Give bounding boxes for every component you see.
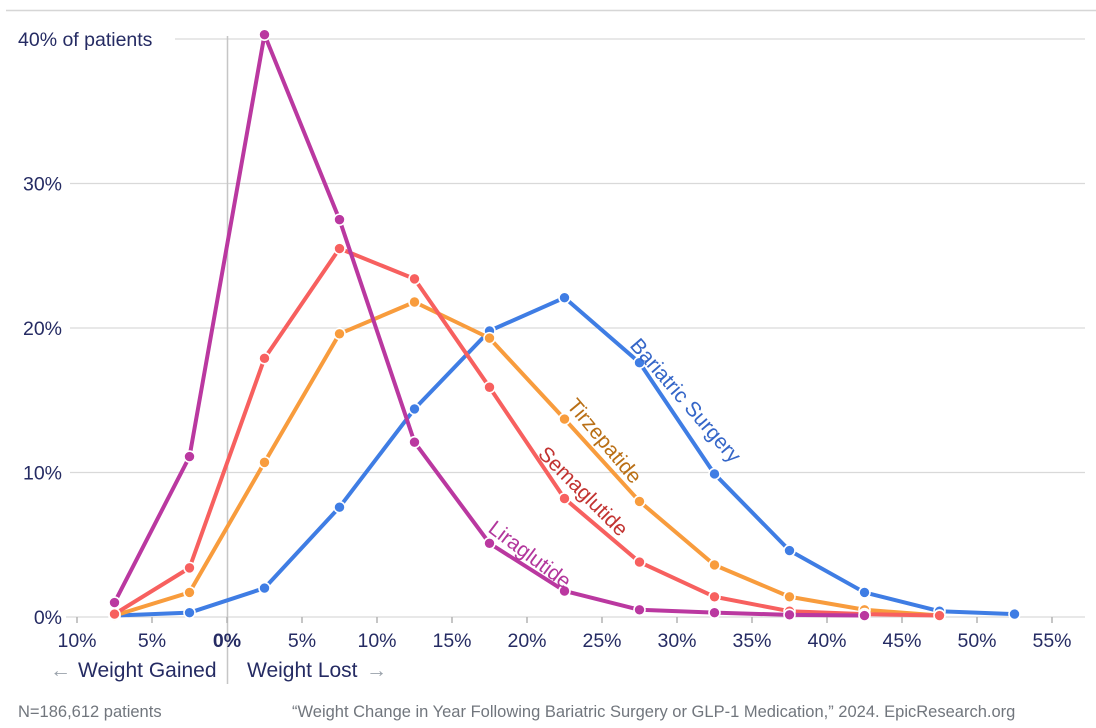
data-point-semaglutide — [183, 561, 196, 575]
data-point-semaglutide — [333, 242, 346, 255]
data-point-bariatric-surgery — [333, 500, 346, 514]
data-point-tirzepatide — [633, 495, 646, 508]
x-tick-label: 35% — [732, 630, 771, 652]
data-point-liraglutide — [183, 450, 196, 463]
x-tick-label: 5% — [138, 630, 166, 652]
data-point-liraglutide — [108, 596, 121, 609]
data-point-semaglutide — [108, 607, 121, 621]
data-point-liraglutide — [558, 584, 571, 598]
y-tick-label-0: 0% — [34, 607, 62, 629]
series-label-bariatric-surgery: Bariatric Surgery — [625, 334, 745, 467]
x-tick-label: 5% — [288, 630, 316, 652]
data-point-liraglutide — [633, 603, 646, 617]
weight-gained-label: Weight Gained — [78, 659, 217, 682]
data-point-liraglutide — [708, 606, 721, 619]
data-point-tirzepatide — [783, 590, 796, 604]
series-label-liraglutide: Liraglutide — [484, 517, 575, 594]
x-tick-label: 0% — [213, 630, 241, 652]
x-tick-label: 45% — [882, 630, 921, 652]
data-point-tirzepatide — [483, 331, 496, 345]
x-tick-label: 40% — [807, 630, 846, 652]
data-point-liraglutide — [858, 609, 871, 622]
weight-lost-arrow-icon: → — [366, 659, 387, 682]
data-point-bariatric-surgery — [708, 467, 721, 481]
x-tick-label: 30% — [657, 630, 696, 652]
x-tick-label: 20% — [507, 630, 546, 652]
data-point-semaglutide — [708, 590, 721, 604]
x-tick-label: 55% — [1032, 630, 1071, 652]
data-point-bariatric-surgery — [558, 291, 571, 304]
x-tick-label: 50% — [957, 630, 996, 652]
data-point-semaglutide — [933, 609, 946, 622]
data-point-bariatric-surgery — [258, 581, 271, 595]
series-line-tirzepatide — [112, 299, 942, 618]
weight-gained-arrow-icon: ← — [50, 659, 71, 682]
source-caption: “Weight Change in Year Following Bariatr… — [292, 703, 1015, 721]
x-tick-label: 10% — [357, 630, 396, 652]
data-point-tirzepatide — [558, 412, 571, 426]
data-point-liraglutide — [333, 213, 346, 226]
data-point-tirzepatide — [408, 295, 421, 309]
data-point-bariatric-surgery — [858, 586, 871, 599]
data-point-tirzepatide — [258, 456, 271, 469]
data-point-semaglutide — [483, 380, 496, 394]
data-point-liraglutide — [258, 28, 271, 41]
data-point-semaglutide — [558, 492, 571, 505]
data-point-tirzepatide — [708, 558, 721, 572]
x-tick-label: 10% — [57, 630, 96, 652]
y-tick-label-40: 40% of patients — [18, 29, 153, 51]
data-point-bariatric-surgery — [1008, 607, 1021, 621]
data-point-semaglutide — [633, 555, 646, 569]
data-point-tirzepatide — [333, 327, 346, 341]
data-point-bariatric-surgery — [633, 356, 646, 369]
y-tick-label-10: 10% — [23, 463, 62, 485]
x-tick-label: 25% — [582, 630, 621, 652]
x-tick-label: 15% — [432, 630, 471, 652]
data-point-liraglutide — [783, 608, 796, 622]
data-point-liraglutide — [483, 537, 496, 550]
y-tick-label-30: 30% — [23, 174, 62, 196]
weight-lost-label: Weight Lost — [247, 659, 358, 682]
data-point-tirzepatide — [183, 586, 196, 599]
data-point-semaglutide — [408, 272, 421, 286]
data-point-bariatric-surgery — [183, 606, 196, 619]
data-point-bariatric-surgery — [783, 544, 796, 557]
data-point-semaglutide — [258, 352, 271, 365]
sample-size-note: N=186,612 patients — [18, 703, 162, 721]
series-line-semaglutide — [112, 246, 942, 618]
y-tick-label-20: 20% — [23, 318, 62, 340]
data-point-liraglutide — [408, 435, 421, 449]
data-point-bariatric-surgery — [408, 402, 421, 416]
